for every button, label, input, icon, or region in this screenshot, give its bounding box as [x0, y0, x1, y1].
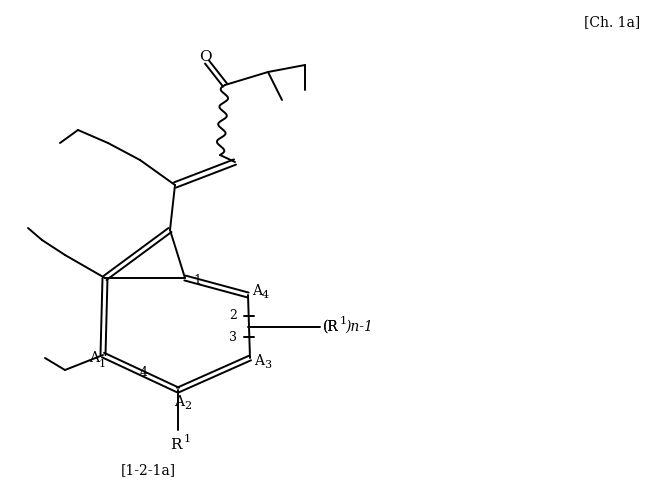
- Text: A: A: [252, 284, 262, 298]
- Text: A: A: [254, 354, 264, 368]
- Text: )n-1: )n-1: [345, 319, 373, 333]
- Text: (R: (R: [323, 319, 339, 333]
- Text: 3: 3: [229, 331, 238, 344]
- Text: A: A: [89, 351, 99, 365]
- Text: A: A: [174, 395, 184, 409]
- Text: 3: 3: [264, 360, 271, 370]
- Text: 1: 1: [193, 274, 201, 286]
- Text: [Ch. 1a]: [Ch. 1a]: [584, 15, 640, 29]
- Text: 1: 1: [184, 434, 191, 444]
- Text: 2: 2: [229, 309, 236, 322]
- Text: 4: 4: [140, 365, 148, 379]
- Text: 1: 1: [340, 317, 347, 326]
- Text: 2: 2: [184, 401, 191, 411]
- Text: 4: 4: [262, 290, 269, 300]
- Text: O: O: [199, 50, 211, 64]
- Text: (R: (R: [323, 319, 339, 333]
- Text: R: R: [170, 438, 181, 452]
- Text: 1: 1: [99, 359, 106, 369]
- Text: [1-2-1a]: [1-2-1a]: [120, 463, 175, 477]
